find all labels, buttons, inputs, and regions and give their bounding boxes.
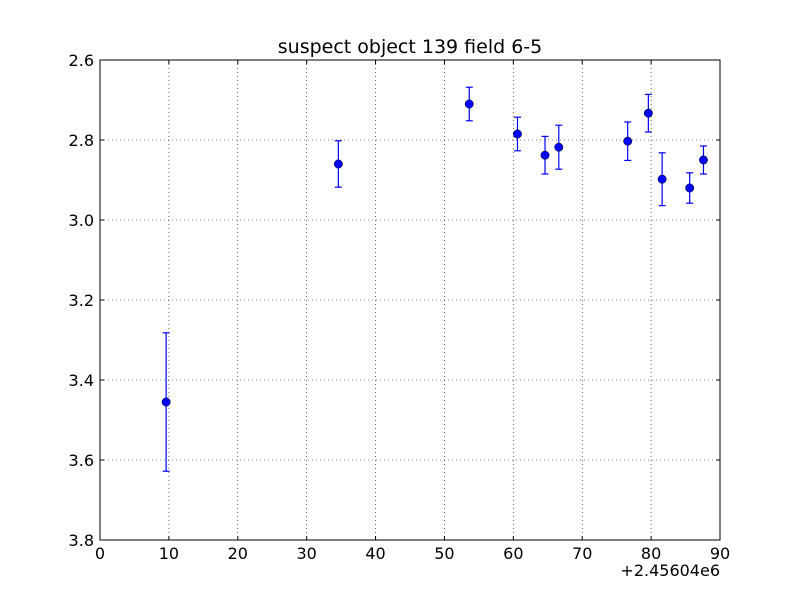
grid-lines: [100, 60, 720, 540]
data-point: [554, 142, 564, 152]
x-tick-label: 20: [228, 544, 248, 563]
y-tick-label: 3.0: [69, 211, 94, 230]
data-point: [333, 159, 343, 169]
x-tick-label: 80: [641, 544, 661, 563]
y-axis-ticks: 2.6 2.8 3.0 3.2 3.4 3.6 3.8: [69, 51, 720, 550]
data-point: [685, 183, 695, 193]
chart-title: suspect object 139 field 6-5: [278, 36, 543, 58]
data-point: [540, 150, 550, 160]
data-point: [623, 136, 633, 146]
x-tick-label: 50: [434, 544, 454, 563]
y-tick-label: 3.6: [69, 451, 94, 470]
x-tick-label: 60: [503, 544, 523, 563]
data-point: [643, 108, 653, 118]
data-point: [513, 129, 522, 139]
data-point: [161, 397, 171, 407]
y-tick-label: 3.8: [69, 531, 94, 550]
x-tick-label: 90: [710, 544, 730, 563]
x-tick-label: 40: [365, 544, 385, 563]
data-point: [699, 155, 708, 165]
x-axis-ticks: 0 10 20 30 40 50 60 70 80 90: [95, 60, 730, 563]
x-axis-offset-label: +2.45604e6: [620, 561, 720, 580]
y-tick-label: 3.4: [69, 371, 94, 390]
y-tick-label: 3.2: [69, 291, 94, 310]
data-point: [464, 99, 474, 109]
x-tick-label: 70: [572, 544, 592, 563]
x-tick-label: 30: [296, 544, 316, 563]
y-tick-label: 2.8: [69, 131, 94, 150]
x-tick-label: 0: [95, 544, 105, 563]
data-point: [657, 174, 667, 184]
y-tick-label: 2.6: [69, 51, 94, 70]
data-points: [161, 99, 708, 407]
x-tick-label: 10: [159, 544, 179, 563]
